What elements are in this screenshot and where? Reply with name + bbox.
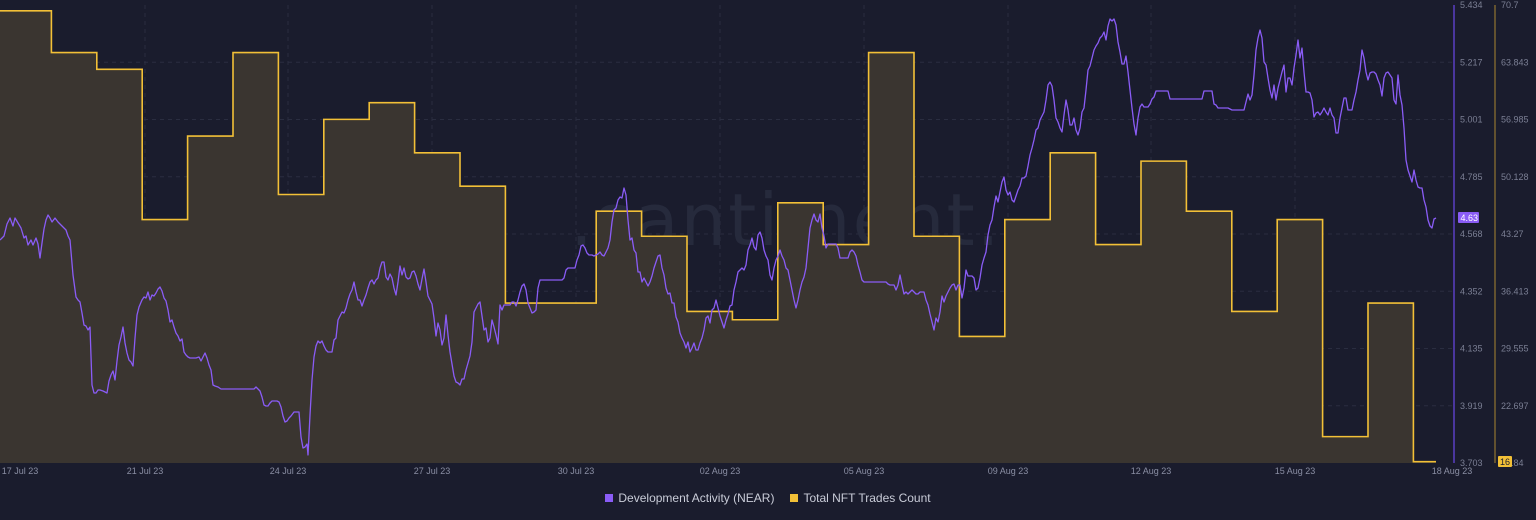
svg-text:27 Jul 23: 27 Jul 23 [414,466,451,476]
legend-label: Total NFT Trades Count [803,491,931,505]
svg-text:5.001: 5.001 [1460,115,1483,125]
legend-item-dev-activity[interactable]: Development Activity (NEAR) [605,491,774,505]
svg-text:21 Jul 23: 21 Jul 23 [127,466,164,476]
svg-text:5.217: 5.217 [1460,57,1483,67]
dev-activity-line[interactable] [0,18,1437,456]
svg-text:70.7: 70.7 [1501,0,1519,10]
dev-activity-axis: 5.434 5.217 5.001 4.785 4.568 4.352 4.135 3.919… [1460,0,1483,468]
svg-text:15 Aug 23: 15 Aug 23 [1275,466,1316,476]
svg-text:50.128: 50.128 [1501,172,1529,182]
nft-trades-line[interactable] [0,10,1436,463]
svg-text:36.413: 36.413 [1501,286,1529,296]
svg-text:09 Aug 23: 09 Aug 23 [988,466,1029,476]
svg-text:4.135: 4.135 [1460,344,1483,354]
legend-label: Development Activity (NEAR) [618,491,775,505]
dev-activity-current-badge: 4.63 [1458,212,1479,223]
svg-text:56.985: 56.985 [1501,115,1529,125]
svg-text:4.63: 4.63 [1461,213,1479,223]
svg-text:15.84: 15.84 [1501,458,1524,468]
svg-text:24 Jul 23: 24 Jul 23 [270,466,307,476]
nft-trades-area [0,10,1436,464]
legend-item-nft-trades[interactable]: Total NFT Trades Count [790,491,931,505]
svg-text:29.555: 29.555 [1501,344,1529,354]
svg-text:18 Aug 23: 18 Aug 23 [1432,466,1473,476]
dev-activity-swatch-icon [605,494,614,502]
nft-trades-swatch-icon [790,494,799,502]
chart-legend: Development Activity (NEAR) Total NFT Tr… [0,491,1536,505]
svg-text:3.703: 3.703 [1460,458,1483,468]
svg-text:02 Aug 23: 02 Aug 23 [700,466,741,476]
svg-text:5.434: 5.434 [1460,0,1483,10]
svg-text:4.568: 4.568 [1460,229,1483,239]
svg-text:05 Aug 23: 05 Aug 23 [844,466,885,476]
time-axis: 17 Jul 23 21 Jul 23 24 Jul 23 27 Jul 23 30 J… [2,466,1473,476]
svg-text:63.843: 63.843 [1501,57,1529,67]
nft-trades-axis: 70.7 63.843 56.985 50.128 43.27 36.413 29.555 2… [1501,0,1529,468]
svg-text:12 Aug 23: 12 Aug 23 [1131,466,1172,476]
svg-text:3.919: 3.919 [1460,401,1483,411]
svg-text:43.27: 43.27 [1501,229,1524,239]
svg-text:4.785: 4.785 [1460,172,1483,182]
nft-trades-current-badge: 16 [1498,456,1512,467]
svg-text:4.352: 4.352 [1460,286,1483,296]
svg-text:16: 16 [1500,457,1510,467]
svg-text:17 Jul 23: 17 Jul 23 [2,466,39,476]
svg-text:22.697: 22.697 [1501,401,1529,411]
svg-text:30 Jul 23: 30 Jul 23 [558,466,595,476]
